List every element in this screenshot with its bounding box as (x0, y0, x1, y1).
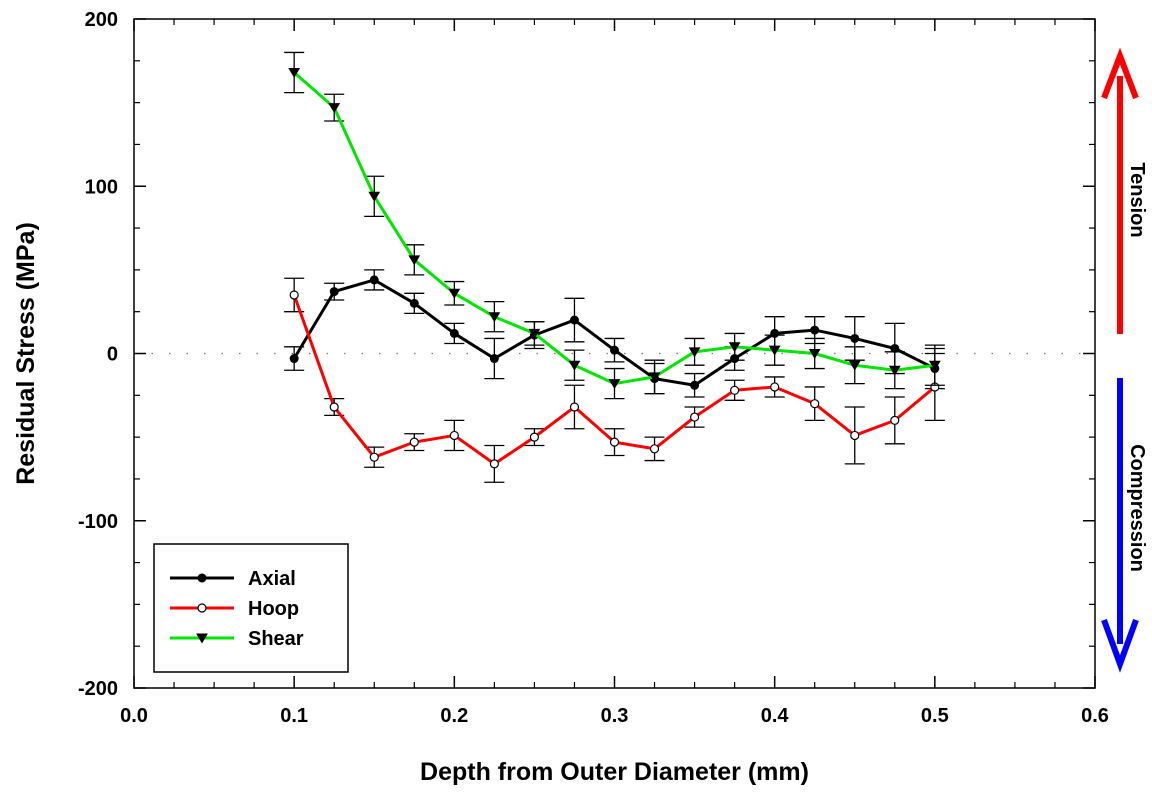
shear-point (448, 288, 461, 299)
legend-shear-marker (196, 633, 208, 644)
y-tick-label: 0 (107, 344, 118, 366)
x-tick-label: 0.4 (761, 705, 790, 727)
hoop-point (770, 382, 780, 392)
axial-point (329, 287, 339, 297)
x-tick-label: 0.6 (1081, 705, 1109, 727)
axial-point (810, 325, 820, 335)
hoop-point (289, 290, 299, 300)
y-tick-label: 100 (85, 176, 118, 198)
hoop-point (810, 399, 820, 409)
hoop-point (329, 402, 339, 412)
hoop-point (850, 430, 860, 441)
legend-axial-marker (197, 573, 207, 583)
legend-hoop-label: Hoop (248, 598, 299, 620)
shear-point (408, 255, 421, 266)
shear-line (293, 71, 936, 386)
axial-point (489, 354, 499, 364)
axial-point (569, 315, 579, 325)
axial-point (690, 380, 700, 390)
x-tick-label: 0.1 (280, 705, 308, 727)
y-axis-title: Residual Stress (MPa) (12, 222, 40, 485)
hoop-point (890, 415, 900, 425)
annotation-layer: Tension Compression (1101, 47, 1148, 673)
shear-point (728, 342, 741, 353)
hoop-point (689, 412, 700, 422)
shear-point (888, 365, 901, 376)
axial-point (610, 345, 619, 355)
series-layer (284, 51, 945, 483)
axial-point (850, 333, 860, 343)
x-tick-label: 0.3 (601, 705, 629, 727)
ticks-layer: 0.0 0.1 0.2 0.3 0.4 0.5 0.6 -200 -100 0 100 200 (78, 9, 1109, 727)
legend-hoop-marker (197, 603, 207, 613)
hoop-point (369, 452, 379, 462)
series-hoop (284, 277, 945, 483)
tension-arrow-head (1101, 47, 1139, 100)
shear-point (768, 345, 781, 356)
shear-point (288, 68, 301, 79)
compression-arrow-head (1101, 618, 1139, 673)
x-tick-label: 0.0 (120, 705, 148, 727)
y-tick-label: -200 (78, 678, 118, 700)
x-tick-label: 0.2 (440, 705, 468, 727)
y-tick-label: -100 (78, 511, 118, 533)
axial-point (409, 298, 419, 308)
shear-point (648, 372, 661, 383)
shear-point (488, 312, 501, 323)
hoop-point (569, 402, 580, 412)
axial-point (449, 328, 459, 338)
legend-shear-label: Shear (248, 628, 304, 650)
shear-point (328, 103, 341, 114)
axial-point (289, 354, 299, 364)
shear-point (568, 360, 581, 371)
y-tick-label: 200 (85, 9, 118, 31)
shear-point (528, 328, 541, 339)
compression-label: Compression (1126, 444, 1148, 572)
shear-point (928, 360, 941, 371)
hoop-point (409, 437, 419, 447)
hoop-point (609, 437, 620, 447)
shear-point (608, 379, 621, 390)
legend: Axial Hoop Shear (153, 543, 349, 673)
hoop-point (730, 385, 740, 395)
shear-point (688, 347, 701, 358)
hoop-point (449, 430, 459, 441)
legend-axial-label: Axial (248, 568, 296, 590)
shear-point (368, 191, 381, 202)
series-shear (284, 51, 945, 400)
shear-point (808, 349, 821, 359)
axial-point (369, 275, 379, 285)
shear-point (848, 360, 861, 371)
tension-label: Tension (1126, 162, 1148, 237)
hoop-point (649, 444, 660, 454)
hoop-point (529, 432, 540, 442)
x-tick-label: 0.5 (921, 705, 949, 727)
x-axis-title: Depth from Outer Diameter (mm) (420, 758, 809, 786)
hoop-point (489, 459, 499, 469)
